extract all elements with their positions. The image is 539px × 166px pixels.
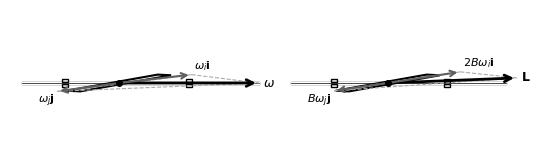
Text: $\mathbf{L}$: $\mathbf{L}$: [521, 71, 531, 84]
Bar: [444, 79, 450, 82]
Bar: [62, 79, 68, 82]
Bar: [185, 84, 192, 87]
Bar: [444, 84, 450, 87]
Text: $\omega$: $\omega$: [263, 77, 275, 89]
Text: $\omega_i\mathbf{i}$: $\omega_i\mathbf{i}$: [194, 59, 211, 73]
Bar: [185, 79, 192, 82]
Text: $\omega_j\mathbf{j}$: $\omega_j\mathbf{j}$: [38, 93, 54, 109]
Bar: [331, 79, 337, 82]
Text: $B\omega_j\mathbf{j}$: $B\omega_j\mathbf{j}$: [307, 92, 331, 109]
Text: $2B\omega_i\mathbf{i}$: $2B\omega_i\mathbf{i}$: [463, 56, 494, 70]
Bar: [331, 84, 337, 87]
Bar: [62, 84, 68, 87]
